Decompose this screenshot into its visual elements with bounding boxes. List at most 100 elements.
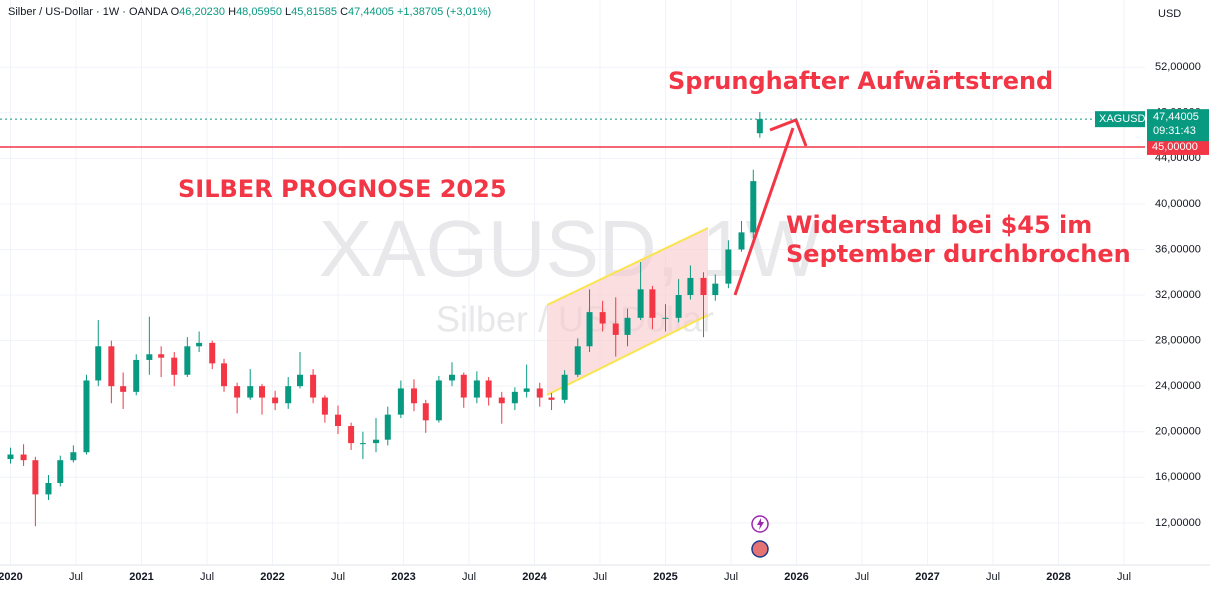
candle-body [321, 397, 328, 415]
candle-body [247, 386, 254, 398]
price-tag [1147, 138, 1209, 155]
candle-body [612, 323, 619, 335]
candle-body [687, 277, 694, 296]
candle-body [171, 357, 178, 375]
candle-body [498, 397, 505, 404]
candle-body [348, 426, 355, 444]
candle-body [523, 388, 530, 392]
candle-body [448, 374, 455, 381]
close: 47,44005 [348, 6, 394, 18]
candle-body [397, 388, 404, 415]
open: 46,20230 [179, 6, 225, 18]
candle-body [209, 342, 216, 364]
y-tick-label: 52,00000 [1155, 61, 1201, 73]
c: C [340, 6, 348, 18]
candle-body [272, 397, 279, 404]
candle-body [561, 374, 568, 400]
x-tick-label: 2027 [915, 571, 939, 583]
candle-body [700, 277, 707, 296]
candle-body [586, 312, 593, 347]
candle-body [712, 283, 719, 296]
candle-body [310, 374, 317, 398]
x-tick-label: 2024 [522, 571, 547, 583]
change: +1,38705 (+3,01%) [397, 6, 491, 18]
y-tick-label: 12,00000 [1155, 517, 1201, 529]
channel-lower [546, 314, 709, 396]
currency: USD [1158, 8, 1181, 20]
candle-body [83, 380, 90, 453]
candle-body [372, 439, 379, 444]
x-tick-label: 2026 [784, 571, 808, 583]
candle-body [334, 414, 341, 427]
x-tick-label: Jul [69, 571, 83, 583]
x-tick-label: Jul [855, 571, 869, 583]
y-tick-label: 28,00000 [1155, 335, 1201, 347]
h: H [228, 6, 236, 18]
candle-body [297, 374, 304, 387]
candle-body [158, 354, 165, 358]
candle-body [662, 317, 669, 319]
candle-body [146, 354, 153, 360]
x-tick-label: 2028 [1046, 571, 1070, 583]
x-tick-label: Jul [1117, 571, 1131, 583]
candle-body [574, 346, 581, 375]
l: L [285, 6, 291, 18]
candle-body [637, 289, 644, 318]
y-tick-label: 40,00000 [1155, 198, 1201, 210]
candle-body [725, 249, 732, 284]
candle-body [485, 380, 492, 398]
x-tick-label: 2020 [0, 571, 23, 583]
candle-body [234, 386, 241, 398]
candle-body [473, 380, 480, 398]
candle-body [536, 388, 543, 398]
candle-body [20, 454, 27, 461]
x-tick-label: 2021 [129, 571, 153, 583]
legend: Silber / US-Dollar · 1W · OANDA O46,2023… [8, 6, 491, 18]
x-tick-label: Jul [986, 571, 1000, 583]
candle-body [410, 388, 417, 404]
price-axis [1145, 0, 1210, 592]
symbol-tag [1095, 111, 1145, 128]
candle-body [649, 289, 656, 318]
x-tick-label: 2023 [391, 571, 415, 583]
candle-body [259, 386, 266, 398]
annotation: Widerstand bei $45 im [786, 211, 1092, 239]
y-tick-label: 16,00000 [1155, 471, 1201, 483]
y-tick-label: 44,00000 [1155, 152, 1201, 164]
annotation: Sprunghafter Aufwärtstrend [668, 67, 1053, 95]
candle-body [738, 232, 745, 250]
arrow-head [769, 118, 808, 147]
x-tick-label: Jul [200, 571, 214, 583]
event-icon-flag[interactable] [751, 540, 769, 558]
x-tick-label: Jul [724, 571, 738, 583]
price-tag-label: 47,44005 [1153, 111, 1199, 123]
candle-body [108, 346, 115, 387]
x-tick-label: Jul [331, 571, 345, 583]
arrow-shaft [733, 127, 795, 296]
x-tick-label: Jul [593, 571, 607, 583]
candle-body [511, 391, 518, 404]
price-tag-label: 45,00000 [1152, 141, 1198, 153]
candle-body [45, 482, 52, 495]
candle-body [7, 454, 14, 460]
currency-button[interactable] [1150, 4, 1186, 24]
candle-body [359, 443, 366, 445]
x-tick-label: 2025 [653, 571, 677, 583]
watermark-symbol: XAGUSD, 1W [319, 204, 822, 293]
candle-body [221, 363, 228, 387]
candle-body [548, 397, 555, 400]
y-tick-label: 24,00000 [1155, 380, 1201, 392]
o: O [171, 6, 180, 18]
channel-upper [546, 227, 709, 306]
candle-body [32, 460, 39, 495]
x-tick-label: Jul [462, 571, 476, 583]
candle-body [196, 342, 203, 347]
candle-body [384, 414, 391, 440]
candle-body [435, 380, 442, 421]
candle-body [750, 181, 757, 233]
candle-body [756, 119, 763, 134]
candle-body [599, 312, 606, 324]
price-tag [1147, 109, 1209, 142]
x-tick-label: 2022 [260, 571, 284, 583]
